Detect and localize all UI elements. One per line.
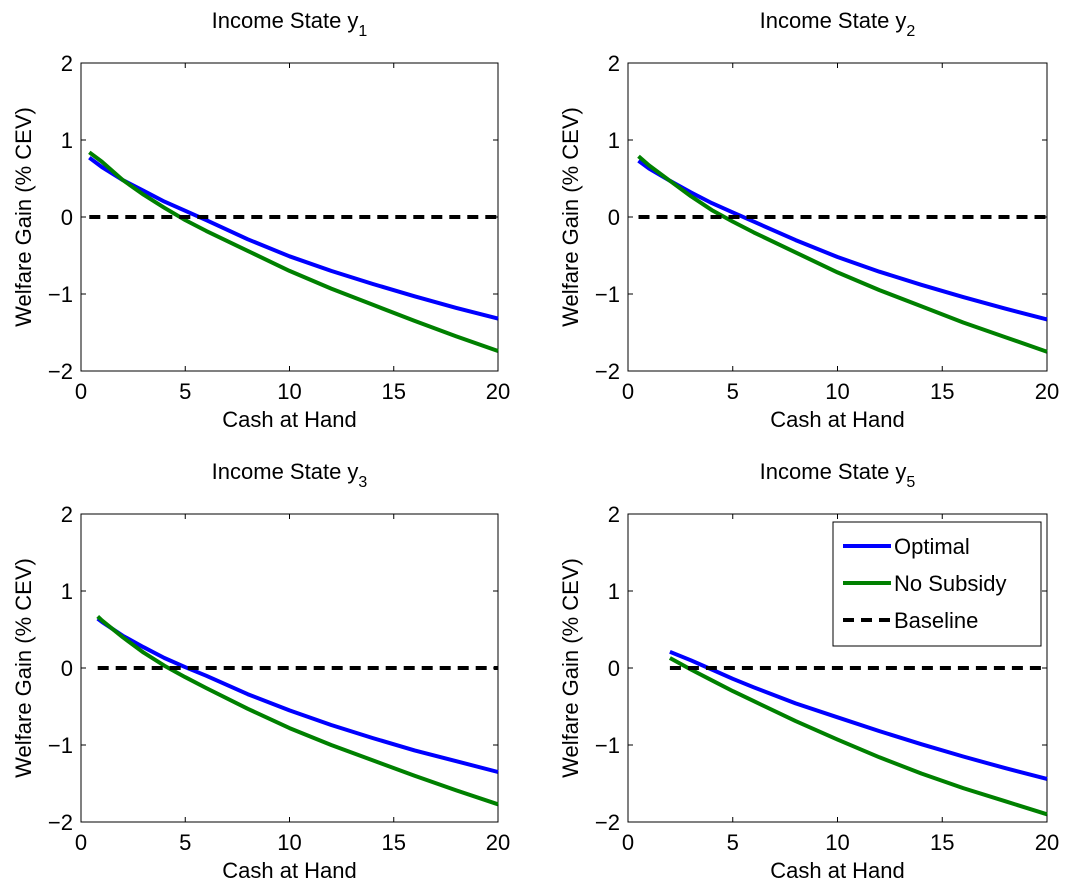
series-line-no-subsidy	[88, 150, 499, 353]
x-tick-label: 5	[727, 830, 739, 855]
x-axis-label: Cash at Hand	[222, 407, 357, 432]
x-tick-label: 5	[179, 830, 191, 855]
chart-title: Income State y3	[212, 459, 368, 491]
y-tick-label: −2	[595, 810, 620, 835]
legend: Optimal No Subsidy Baseline	[832, 521, 1042, 647]
chart-title-subscript: 2	[906, 23, 915, 40]
y-tick-label: 1	[61, 128, 73, 153]
y-tick-label: 0	[61, 205, 73, 230]
chart-title: Income State y2	[760, 8, 916, 40]
x-tick-label: 20	[1035, 830, 1059, 855]
chart-panel-3: 0 5 10 15 20 −2 −1 0 1 2 Income State y3 Cash at Ha…	[11, 459, 510, 883]
x-tick-label: 10	[277, 830, 301, 855]
x-tick-label: 0	[75, 830, 87, 855]
chart-title-text: Income State y	[760, 8, 907, 33]
x-axis-label: Cash at Hand	[770, 407, 905, 432]
y-tick-label: −2	[48, 359, 73, 384]
y-tick-label: 2	[61, 502, 73, 527]
x-axis-label: Cash at Hand	[222, 858, 357, 883]
x-tick-label: 15	[382, 379, 406, 404]
series-line-no-subsidy	[637, 154, 1048, 354]
y-tick-label: 1	[608, 128, 620, 153]
x-tick-label: 10	[825, 830, 849, 855]
x-tick-label: 5	[179, 379, 191, 404]
x-tick-label: 0	[622, 830, 634, 855]
x-tick-label: 15	[382, 830, 406, 855]
series-line-no-subsidy	[668, 656, 1048, 817]
y-tick-label: −2	[48, 810, 73, 835]
y-tick-label: 0	[608, 205, 620, 230]
x-tick-label: 20	[1035, 379, 1059, 404]
y-axis-label: Welfare Gain (% CEV)	[11, 107, 36, 327]
x-tick-label: 0	[622, 379, 634, 404]
x-tick-label: 20	[486, 379, 510, 404]
chart-title-text: Income State y	[212, 8, 359, 33]
y-tick-label: −1	[595, 733, 620, 758]
x-tick-label: 15	[930, 379, 954, 404]
chart-title-subscript: 1	[358, 23, 367, 40]
y-tick-label: −1	[595, 282, 620, 307]
y-axis-label: Welfare Gain (% CEV)	[11, 558, 36, 778]
y-tick-label: −1	[48, 733, 73, 758]
y-axis-label: Welfare Gain (% CEV)	[558, 558, 583, 778]
y-tick-label: 2	[608, 51, 620, 76]
x-tick-label: 10	[825, 379, 849, 404]
y-tick-label: 2	[61, 51, 73, 76]
x-tick-label: 15	[930, 830, 954, 855]
y-tick-label: 0	[608, 656, 620, 681]
legend-label: No Subsidy	[894, 571, 1007, 596]
y-tick-label: −2	[595, 359, 620, 384]
x-tick-label: 5	[727, 379, 739, 404]
x-axis-label: Cash at Hand	[770, 858, 905, 883]
legend-label: Optimal	[894, 534, 970, 559]
series-line-no-subsidy	[96, 614, 499, 807]
chart-title: Income State y1	[212, 8, 368, 40]
y-axis-label: Welfare Gain (% CEV)	[558, 107, 583, 327]
x-tick-label: 10	[277, 379, 301, 404]
chart-title-text: Income State y	[212, 459, 359, 484]
chart-title-subscript: 3	[358, 474, 367, 491]
x-tick-label: 0	[75, 379, 87, 404]
chart-title: Income State y5	[760, 459, 916, 491]
y-tick-label: 0	[61, 656, 73, 681]
x-tick-label: 20	[486, 830, 510, 855]
y-tick-label: 1	[608, 579, 620, 604]
chart-title-subscript: 5	[906, 474, 915, 491]
y-tick-label: 1	[61, 579, 73, 604]
legend-label: Baseline	[894, 608, 978, 633]
y-tick-label: 2	[608, 502, 620, 527]
chart-title-text: Income State y	[760, 459, 907, 484]
y-tick-label: −1	[48, 282, 73, 307]
